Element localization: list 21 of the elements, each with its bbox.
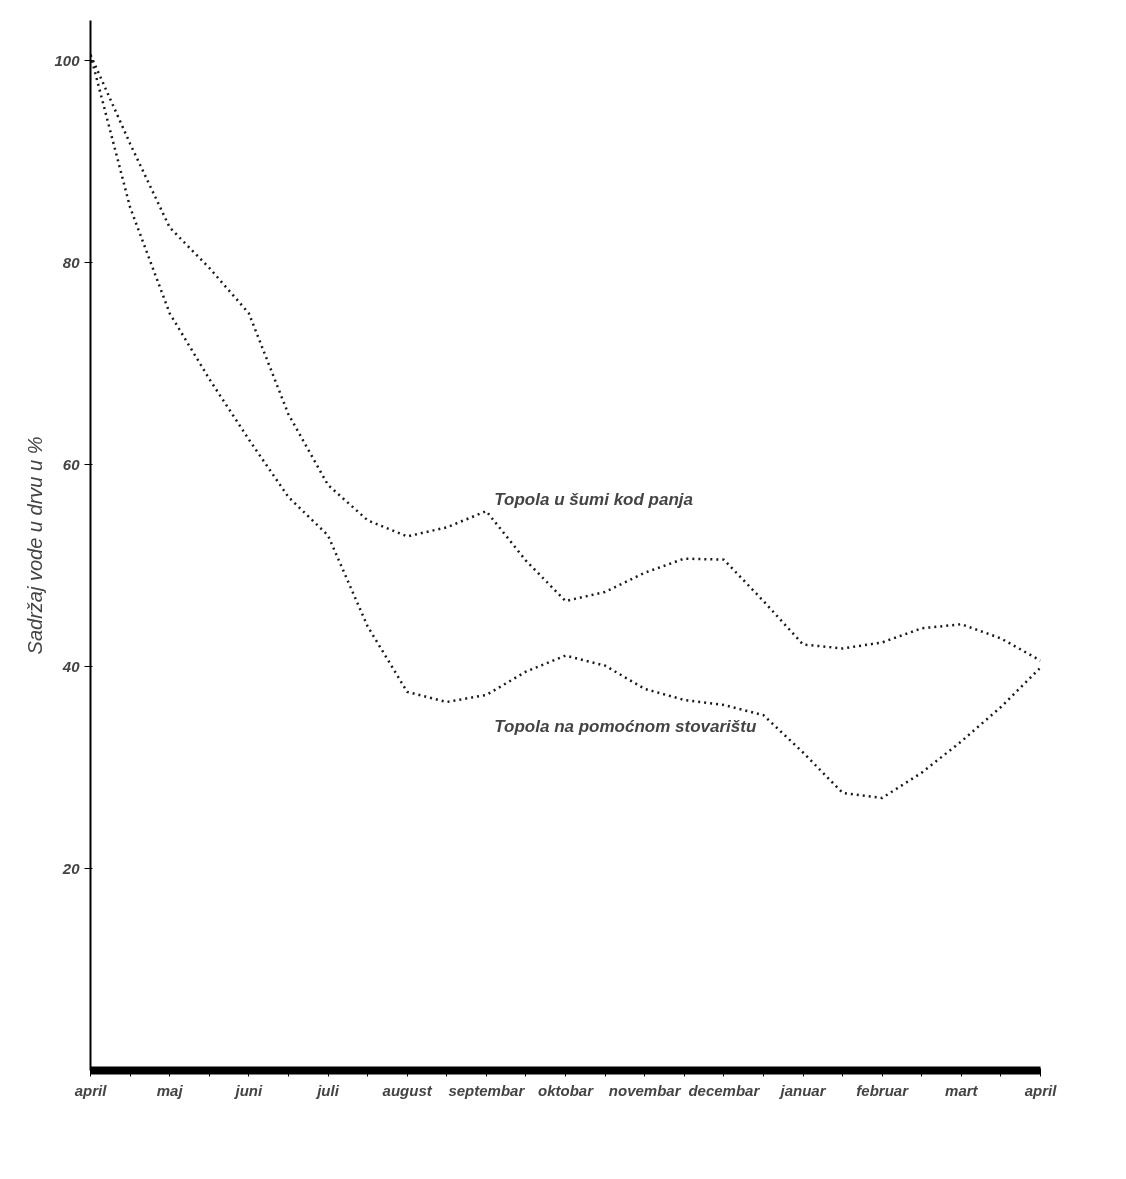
y-tick-label: 100 — [54, 51, 81, 69]
x-tick-label: novembar — [608, 1081, 682, 1099]
annotation: Topola u šumi kod panja — [494, 490, 694, 510]
x-tick-label: mart — [945, 1081, 979, 1099]
y-tick-label: 20 — [61, 859, 81, 877]
x-tick-label: maj — [156, 1081, 184, 1099]
x-tick-label: februar — [856, 1081, 910, 1099]
y-tick-label: 60 — [62, 455, 81, 473]
x-tick-label: august — [382, 1081, 433, 1099]
x-tick-label: oktobar — [538, 1081, 595, 1099]
x-tick-label: april — [74, 1081, 108, 1099]
y-tick-label: 80 — [62, 253, 81, 271]
x-tick-label: decembar — [688, 1081, 761, 1099]
annotation: Topola na pomoćnom stovarištu — [494, 716, 757, 736]
x-tick-label: januar — [778, 1081, 827, 1099]
y-axis-title: Sadržaj vode u drvu u % — [24, 436, 47, 655]
x-tick-label: juni — [233, 1081, 263, 1099]
x-tick-label: juli — [315, 1081, 340, 1099]
y-tick-label: 40 — [61, 657, 81, 675]
x-tick-label: septembar — [448, 1081, 526, 1099]
x-tick-label: april — [1024, 1081, 1058, 1099]
